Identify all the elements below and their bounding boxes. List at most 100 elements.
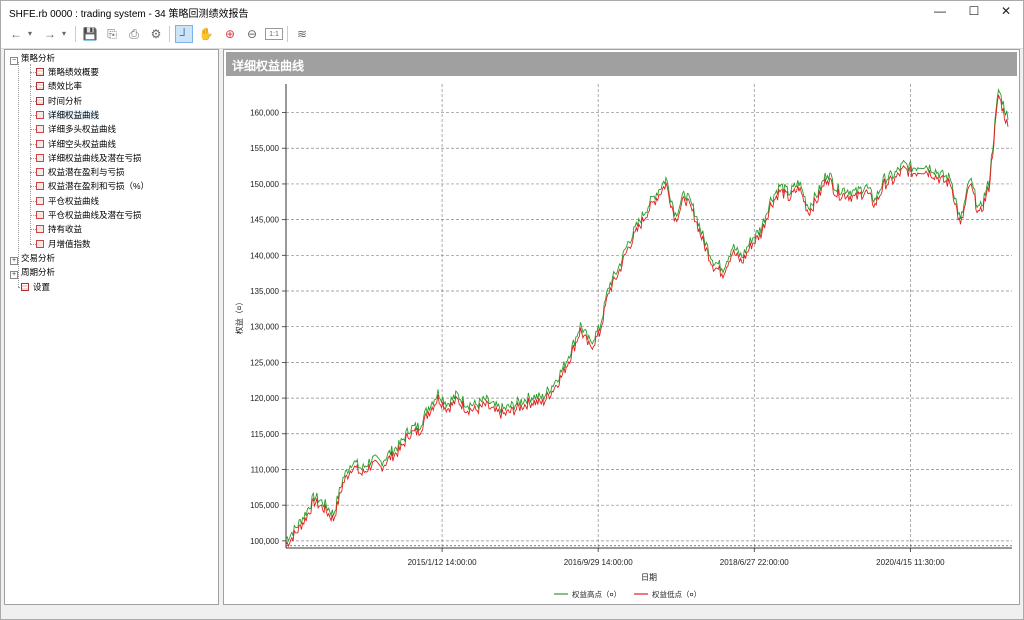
- y-axis-title: 权益（¤）: [234, 298, 244, 334]
- tree-node-trade-analysis[interactable]: + 交易分析: [10, 251, 55, 265]
- window-title: SHFE.rb 0000 : trading system - 34 策略回测绩…: [9, 9, 249, 20]
- chart-icon: [36, 211, 44, 219]
- x-tick-label: 2020/4/15 11:30:00: [876, 558, 945, 567]
- chart-icon: [36, 139, 44, 148]
- chart-icon: [36, 196, 44, 205]
- tree-node-label: 时间分析: [48, 95, 83, 106]
- y-tick-label: 150,000: [250, 180, 279, 189]
- series: [285, 88, 1009, 548]
- y-tick-label: 145,000: [250, 216, 279, 225]
- export-icon[interactable]: ⎘: [107, 27, 117, 41]
- legend: 权益高点（¤） 权益低点（¤）: [554, 589, 701, 599]
- tree-node-label: 周期分析: [21, 267, 56, 277]
- y-tick-label: 140,000: [250, 251, 279, 260]
- toolbar-separator: [169, 26, 170, 42]
- tree-node-8[interactable]: 权益潜在盈利与亏损: [36, 165, 125, 179]
- tree-node-5[interactable]: 详细多头权益曲线: [36, 122, 116, 136]
- legend-label-low: 权益低点（¤）: [652, 589, 701, 599]
- expand-icon[interactable]: +: [10, 271, 18, 279]
- tree-node-12[interactable]: 持有收益: [36, 222, 82, 236]
- tree-node-10[interactable]: 平仓权益曲线: [36, 194, 99, 208]
- toolbar: ← ▾ → ▾ 💾 ⎘ ⎙ ⚙ ┘ ✋ ⊕ ⊖ 1:1 ≋: [1, 21, 1023, 49]
- chart-icon: [36, 225, 44, 234]
- toolbar-separator: [287, 26, 288, 42]
- tree-node-label: 平仓权益曲线及潜在亏损: [48, 210, 142, 220]
- tree-node-label: 策略分析: [21, 53, 56, 63]
- table-icon: [36, 96, 44, 105]
- settings-gear-icon[interactable]: ⚙: [150, 27, 162, 41]
- chart-icon: [36, 168, 44, 177]
- tree-node-3[interactable]: 时间分析: [36, 94, 82, 108]
- chart-icon: [36, 182, 44, 191]
- tree-connector: [30, 72, 36, 73]
- tree-node-6[interactable]: 详细空头权益曲线: [36, 137, 116, 151]
- collapse-icon[interactable]: −: [10, 57, 18, 65]
- report-panel: 详细权益曲线 100,000 105,000 110,000 115,000 120,0…: [223, 49, 1020, 605]
- tree-node-label: 权益潜在盈利与亏损: [48, 167, 125, 178]
- zoom-in-icon[interactable]: ⊕: [224, 27, 236, 41]
- tree-node-strategy-analysis[interactable]: − 策略分析: [10, 51, 55, 65]
- chart-icon: [36, 125, 44, 134]
- tree-connector: [30, 186, 36, 188]
- y-tick-label: 110,000: [251, 465, 280, 474]
- tree-connector: [30, 243, 36, 245]
- tree-node-label: 详细权益曲线: [48, 109, 100, 120]
- series-line-high: [285, 88, 1009, 543]
- save-icon[interactable]: 💾: [82, 27, 98, 41]
- tree-node-label: 详细权益曲线及潜在亏损: [48, 152, 142, 163]
- tree-connector: [30, 157, 36, 159]
- tree-node-9[interactable]: 权益潜在盈利和亏损（%）: [36, 179, 149, 193]
- x-tick-label: 2018/6/27 22:00:00: [720, 558, 790, 567]
- maximize-button[interactable]: ☐: [968, 4, 980, 18]
- y-tick-label: 155,000: [250, 144, 279, 153]
- back-dropdown-icon[interactable]: ▾: [27, 29, 32, 38]
- tree-connector: [30, 64, 31, 244]
- fit-icon[interactable]: 1:1: [265, 28, 283, 40]
- tree-node-label: 持有收益: [48, 224, 83, 235]
- tree-connector: [30, 114, 36, 116]
- hand-pan-icon[interactable]: ✋: [198, 27, 214, 41]
- minimize-button[interactable]: —: [934, 4, 946, 18]
- tree-node-13[interactable]: 月增值指数: [36, 237, 91, 251]
- grid-icon: [21, 283, 29, 291]
- tree-node-2[interactable]: 绩效比率: [36, 79, 82, 93]
- tree-node-period-analysis[interactable]: + 周期分析: [10, 265, 55, 279]
- title-bar: SHFE.rb 0000 : trading system - 34 策略回测绩…: [1, 1, 1023, 21]
- status-bar: [1, 607, 1023, 619]
- panel-title: 详细权益曲线: [232, 59, 305, 73]
- chart-icon[interactable]: ≋: [296, 27, 308, 41]
- back-arrow-icon[interactable]: ←: [10, 27, 22, 41]
- tree-node-11[interactable]: 平仓权益曲线及潜在亏损: [36, 208, 142, 222]
- equity-chart[interactable]: 100,000 105,000 110,000 115,000 120,000 125,0…: [224, 78, 1019, 604]
- legend-label-high: 权益高点（¤）: [572, 589, 621, 599]
- tree-node-7[interactable]: 详细权益曲线及潜在亏损: [36, 151, 142, 165]
- y-tick-label: 160,000: [250, 109, 279, 118]
- tree-connector: [30, 200, 36, 202]
- tree-node-label: 设置: [33, 282, 51, 292]
- print-icon[interactable]: ⎙: [129, 27, 139, 41]
- close-button[interactable]: ✕: [1000, 4, 1012, 18]
- panel-header: 详细权益曲线: [226, 52, 1017, 76]
- expand-icon[interactable]: +: [10, 257, 18, 265]
- table-icon: [36, 68, 44, 76]
- tree-connector: [30, 215, 36, 216]
- tree-connector: [30, 100, 36, 102]
- zoom-out-icon[interactable]: ⊖: [246, 27, 258, 41]
- forward-dropdown-icon[interactable]: ▾: [61, 29, 66, 38]
- tree-connector: [30, 143, 36, 145]
- x-tick-label: 2015/1/12 14:00:00: [408, 558, 478, 567]
- tree-node-label: 策略绩效概要: [48, 67, 100, 77]
- tree-connector: [30, 86, 36, 88]
- y-tick-label: 135,000: [250, 287, 279, 296]
- tree-node-1[interactable]: 策略绩效概要: [36, 65, 99, 79]
- tree-node-4[interactable]: 详细权益曲线: [36, 108, 100, 122]
- toolbar-separator: [75, 26, 76, 42]
- tree-node-label: 详细空头权益曲线: [48, 138, 117, 149]
- tree-node-label: 绩效比率: [48, 81, 83, 92]
- forward-arrow-icon[interactable]: →: [44, 27, 56, 41]
- tree-node-label: 平仓权益曲线: [48, 195, 100, 206]
- tree-node-settings[interactable]: 设置: [21, 280, 50, 294]
- crosshair-icon[interactable]: ┘: [175, 25, 193, 43]
- grid: [286, 84, 1012, 548]
